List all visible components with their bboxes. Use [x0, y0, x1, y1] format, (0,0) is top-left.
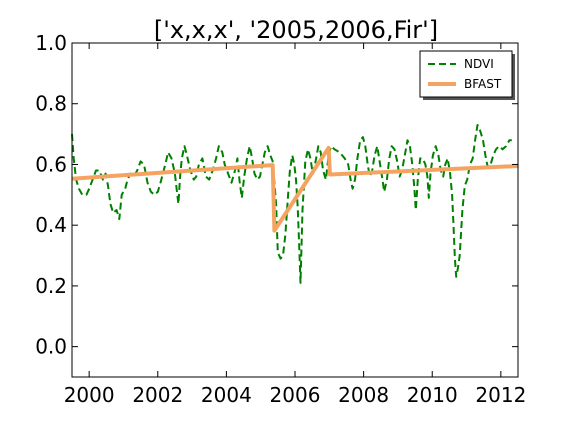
plot-border [71, 42, 519, 378]
legend-label-bfast: BFAST [464, 77, 502, 91]
y-tick-label: 1.0 [35, 31, 67, 55]
x-tick-label: 2004 [201, 383, 252, 407]
x-tick-label: 2008 [338, 383, 389, 407]
x-tick-label: 2010 [407, 383, 458, 407]
series-layer [71, 124, 519, 284]
x-tick-label: 2006 [270, 383, 321, 407]
y-tick-label: 0.4 [35, 213, 67, 237]
legend-box [419, 50, 513, 98]
x-tick-label: 2002 [132, 383, 183, 407]
y-tick-label: 0.2 [35, 274, 67, 298]
x-tick-label: 2000 [64, 383, 115, 407]
legend: NDVI BFAST [419, 50, 515, 100]
y-tick-label: 0.6 [35, 152, 67, 176]
y-tick-label: 0.0 [35, 335, 67, 359]
series-line-ndvi [71, 124, 512, 284]
x-axis-tick-labels: 2000 2002 2004 2006 2008 2010 2012 [64, 383, 527, 407]
x-tick-label: 2012 [475, 383, 526, 407]
y-tick-label: 0.8 [35, 92, 67, 116]
series-line-bfast [71, 145, 519, 233]
chart-title: ['x,x,x', '2005,2006,Fir'] [154, 16, 438, 44]
legend-label-ndvi: NDVI [464, 57, 494, 71]
y-axis-tick-labels: 0.0 0.2 0.4 0.6 0.8 1.0 [35, 31, 67, 359]
